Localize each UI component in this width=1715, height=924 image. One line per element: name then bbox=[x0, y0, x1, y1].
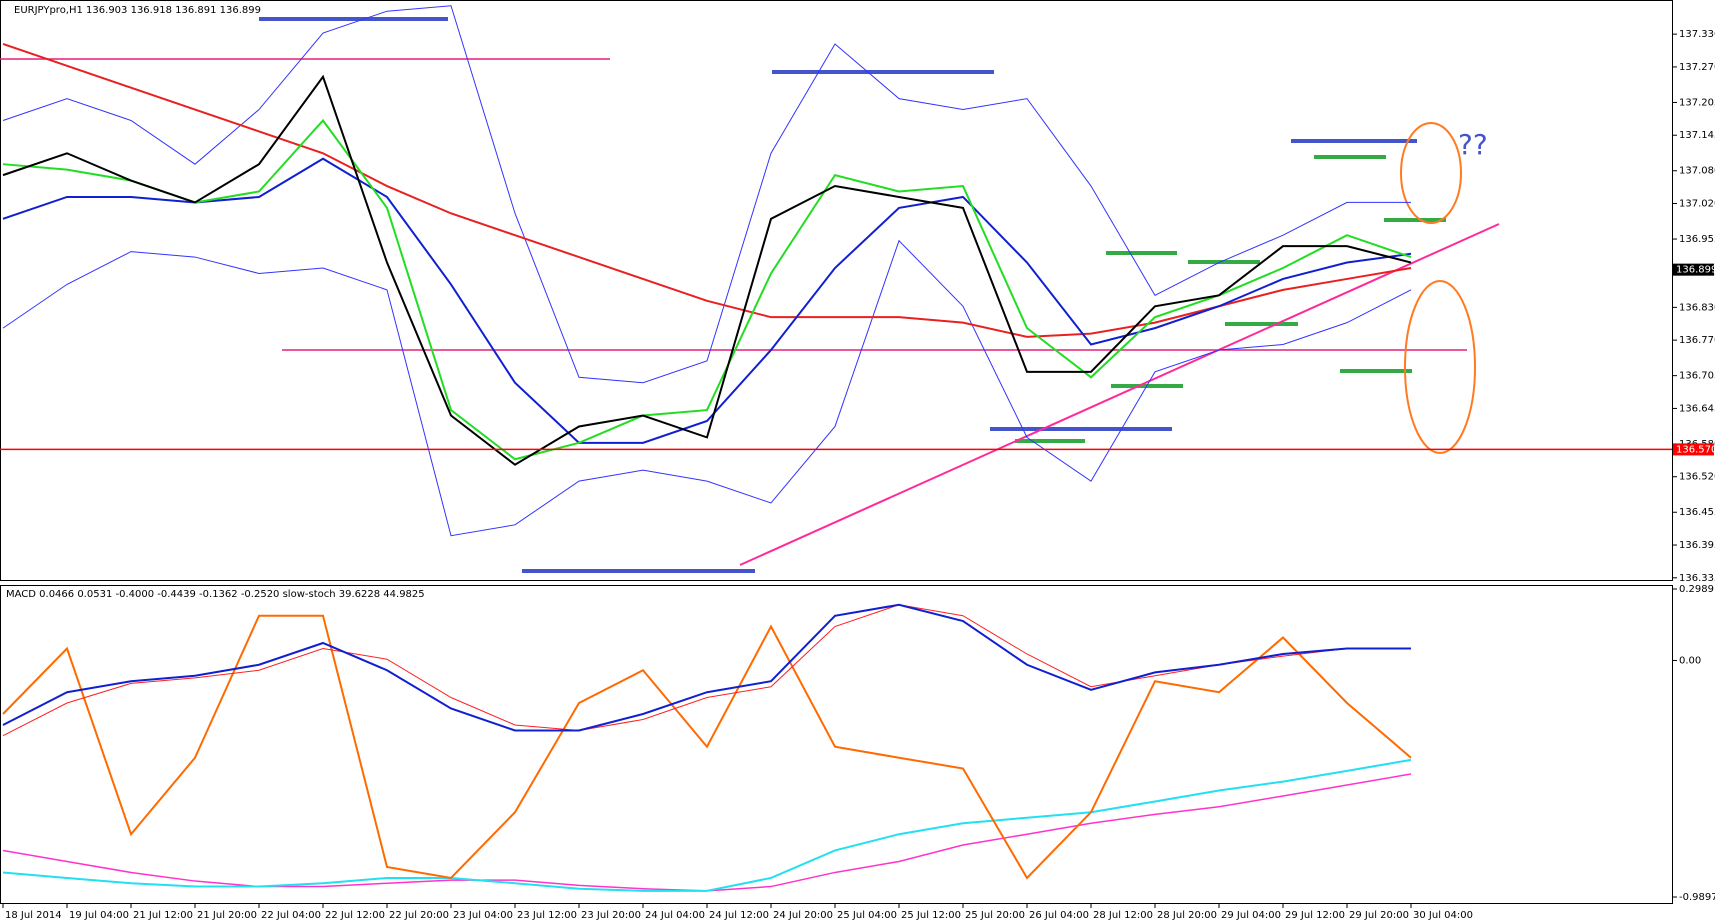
x-tick-label: 25 Jul 20:00 bbox=[965, 910, 1025, 921]
series-line bbox=[2, 5, 1411, 384]
series-line bbox=[2, 118, 1412, 461]
series-line bbox=[2, 603, 1411, 732]
x-tick-label: 23 Jul 20:00 bbox=[581, 910, 641, 921]
price-marker-label: 136.570 bbox=[1676, 444, 1715, 455]
indicator-panel bbox=[0, 585, 1673, 904]
x-tick-label: 22 Jul 04:00 bbox=[261, 910, 321, 921]
y-tick-label: 136.955 bbox=[1679, 234, 1715, 245]
series-line bbox=[2, 773, 1412, 892]
x-tick-label: 19 Jul 04:00 bbox=[69, 910, 129, 921]
y-tick-label: 136.335 bbox=[1679, 573, 1715, 584]
x-tick-label: 18 Jul 2014 bbox=[5, 910, 62, 921]
y-tick-label: 136.705 bbox=[1679, 371, 1715, 382]
y-tick-label: 137.270 bbox=[1679, 62, 1715, 73]
x-tick-label: 24 Jul 20:00 bbox=[773, 910, 833, 921]
x-tick-label: 25 Jul 04:00 bbox=[837, 910, 897, 921]
x-tick-label: 29 Jul 20:00 bbox=[1349, 910, 1409, 921]
y-tick-label: 137.145 bbox=[1679, 130, 1715, 141]
y-tick-label: 136.395 bbox=[1679, 540, 1715, 551]
trader-drawings bbox=[0, 17, 1500, 573]
x-tick-label: 28 Jul 12:00 bbox=[1093, 910, 1153, 921]
y-tick-label: 136.455 bbox=[1679, 507, 1715, 518]
price-marker-label: 136.899 bbox=[1676, 265, 1715, 276]
y-tick-label: 137.020 bbox=[1679, 199, 1715, 210]
y-tick-label: 136.520 bbox=[1679, 472, 1715, 483]
x-tick-label: 22 Jul 12:00 bbox=[325, 910, 385, 921]
x-tick-label: 30 Jul 04:00 bbox=[1413, 910, 1473, 921]
x-tick-label: 28 Jul 20:00 bbox=[1157, 910, 1217, 921]
series-line bbox=[2, 239, 1412, 537]
x-tick-label: 23 Jul 04:00 bbox=[453, 910, 513, 921]
price-marker bbox=[1673, 263, 1714, 276]
x-tick-label: 21 Jul 20:00 bbox=[197, 910, 257, 921]
y-tick-label: 0.2989 bbox=[1679, 584, 1714, 595]
y-tick-label: 136.770 bbox=[1679, 335, 1715, 346]
series-line bbox=[2, 604, 1411, 737]
y-tick-label: 136.645 bbox=[1679, 403, 1715, 414]
x-tick-label: 24 Jul 12:00 bbox=[709, 910, 769, 921]
x-tick-label: 22 Jul 20:00 bbox=[389, 910, 449, 921]
y-tick-label: 136.830 bbox=[1679, 302, 1715, 313]
y-tick-label: 137.205 bbox=[1679, 97, 1715, 108]
series-line bbox=[2, 758, 1412, 892]
y-tick-label: 137.080 bbox=[1679, 166, 1715, 177]
annotation: ?? bbox=[1458, 128, 1488, 161]
x-tick-label: 25 Jul 12:00 bbox=[901, 910, 961, 921]
series-line bbox=[2, 157, 1412, 444]
x-tick-label: 29 Jul 12:00 bbox=[1285, 910, 1345, 921]
series-line bbox=[2, 614, 1412, 880]
price-marker bbox=[1673, 443, 1714, 456]
x-tick-label: 23 Jul 12:00 bbox=[517, 910, 577, 921]
x-tick-label: 24 Jul 04:00 bbox=[645, 910, 705, 921]
x-tick-label: 26 Jul 04:00 bbox=[1029, 910, 1089, 921]
y-tick-label: 137.330 bbox=[1679, 29, 1715, 40]
x-tick-label: 21 Jul 12:00 bbox=[133, 910, 193, 921]
y-tick-label: -0.9897 bbox=[1679, 892, 1715, 903]
indicator-title: MACD 0.0466 0.0531 -0.4000 -0.4439 -0.13… bbox=[6, 589, 425, 600]
series-line bbox=[2, 74, 1412, 466]
series-line bbox=[2, 43, 1412, 338]
main-panel bbox=[0, 0, 1673, 581]
y-tick-label: 0.00 bbox=[1679, 655, 1701, 666]
x-tick-label: 29 Jul 04:00 bbox=[1221, 910, 1281, 921]
chart-title: EURJPYpro,H1 136.903 136.918 136.891 136… bbox=[14, 5, 261, 16]
